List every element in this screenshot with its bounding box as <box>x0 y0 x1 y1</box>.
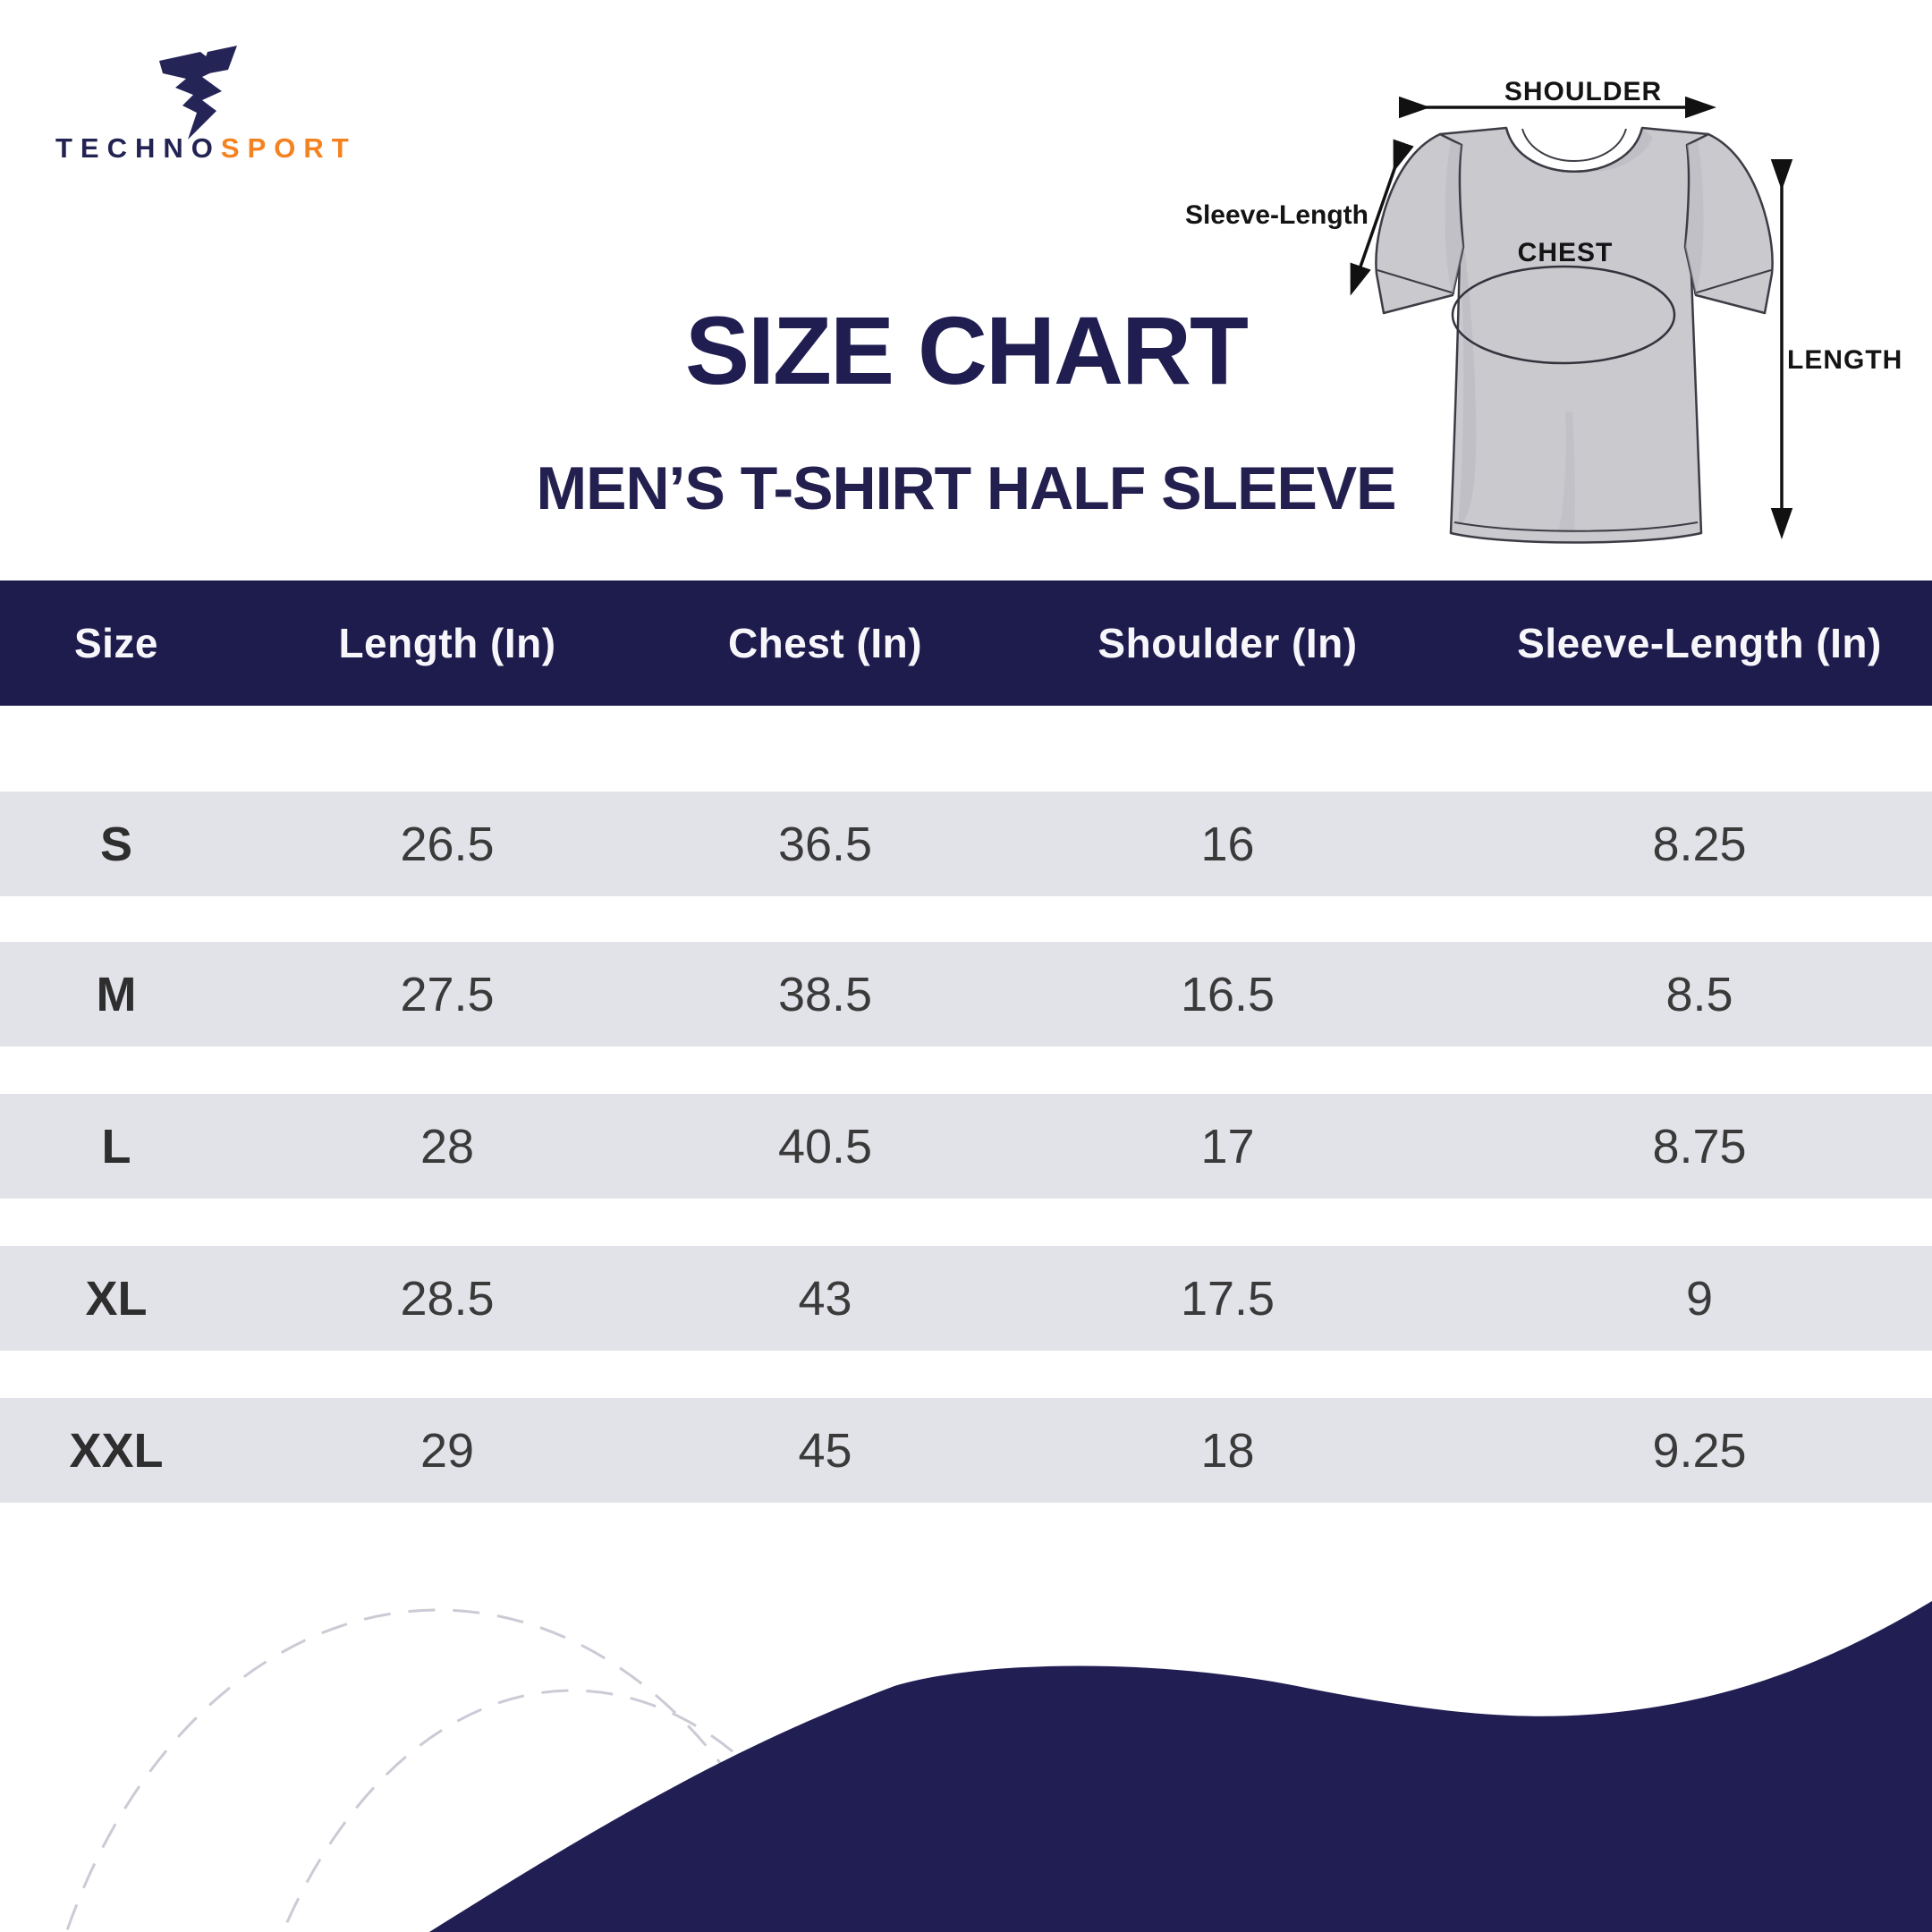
size-value: L <box>101 1119 131 1174</box>
shoulder-value: 18 <box>1200 1423 1255 1478</box>
length-label: LENGTH <box>1787 345 1903 375</box>
size-value: S <box>99 817 133 871</box>
sleeve-length-value: 8.5 <box>1665 967 1733 1021</box>
brand-logo-icon <box>159 46 237 140</box>
column-header-chest: Chest (In) <box>727 620 923 666</box>
shoulder-value: 17 <box>1200 1119 1255 1174</box>
sleeve-length-value: 9.25 <box>1652 1423 1747 1478</box>
table-header-row: Size Length (In) Chest (In) Shoulder (In… <box>0 580 1932 706</box>
sleeve-length-arrow <box>1350 139 1414 296</box>
length-value: 26.5 <box>400 817 495 871</box>
table-row: XL 28.5 43 17.5 9 <box>0 1246 1932 1351</box>
length-value: 28 <box>419 1119 475 1174</box>
brand-name-primary: TECHNO <box>55 132 221 164</box>
brand-wordmark: TECHNOSPORT <box>55 132 357 165</box>
shoulder-value: 16 <box>1200 817 1255 871</box>
size-value: XXL <box>69 1423 164 1478</box>
shoulder-label: SHOULDER <box>1504 77 1663 106</box>
size-value: XL <box>85 1271 148 1326</box>
brand-name-secondary: SPORT <box>220 132 357 164</box>
sleeve-length-value: 8.75 <box>1652 1119 1747 1174</box>
sleeve-length-label: Sleeve-Length <box>1184 200 1368 230</box>
table-row: L 28 40.5 17 8.75 <box>0 1094 1932 1199</box>
logo-bolt-shape <box>159 52 222 140</box>
chest-value: 40.5 <box>777 1119 873 1174</box>
column-header-size: Size <box>73 620 159 666</box>
chest-value: 45 <box>798 1423 852 1478</box>
chest-label: CHEST <box>1517 238 1614 267</box>
bottom-decoration <box>64 1601 1932 1932</box>
chest-ellipse <box>1451 265 1676 365</box>
chest-value: 36.5 <box>777 817 873 871</box>
length-value: 27.5 <box>400 967 495 1021</box>
table-row: S 26.5 36.5 16 8.25 <box>0 792 1932 896</box>
column-header-sleeve-length: Sleeve-Length (In) <box>1517 620 1882 666</box>
column-header-length: Length (In) <box>338 620 556 666</box>
navy-wave-shape <box>429 1601 1932 1932</box>
shoulder-value: 16.5 <box>1180 967 1275 1021</box>
column-header-shoulder: Shoulder (In) <box>1097 620 1358 666</box>
size-value: M <box>96 967 137 1021</box>
table-row: XXL 29 45 18 9.25 <box>0 1398 1932 1503</box>
chest-value: 43 <box>798 1271 852 1326</box>
tshirt-illustration <box>1350 96 1793 544</box>
table-row: M 27.5 38.5 16.5 8.5 <box>0 942 1932 1046</box>
sleeve-length-value: 9 <box>1685 1271 1714 1326</box>
length-value: 29 <box>419 1423 475 1478</box>
page-subtitle: MEN’S T-SHIRT HALF SLEEVE <box>536 454 1396 522</box>
length-value: 28.5 <box>400 1271 495 1326</box>
shoulder-value: 17.5 <box>1180 1271 1275 1326</box>
chest-value: 38.5 <box>777 967 873 1021</box>
tshirt-measurement-diagram: SHOULDER Sleeve-Length CHEST LENGTH <box>1145 36 1932 590</box>
page-title: SIZE CHART <box>685 296 1249 404</box>
sleeve-length-value: 8.25 <box>1652 817 1747 871</box>
